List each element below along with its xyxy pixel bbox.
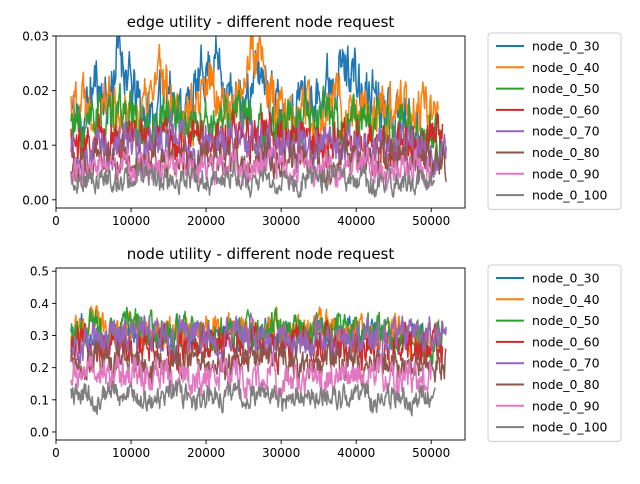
legend-item-node_0_50: node_0_50 bbox=[496, 81, 600, 96]
legend-item-node_0_100: node_0_100 bbox=[496, 420, 608, 435]
series-line-node_0_100 bbox=[70, 379, 436, 417]
legend-item-node_0_100: node_0_100 bbox=[496, 188, 608, 203]
chart-title: edge utility - different node request bbox=[127, 13, 395, 31]
chart-2: node utility - different node request 0 10… bbox=[30, 245, 622, 460]
y-tick-label: 0.4 bbox=[30, 297, 49, 311]
legend: node_0_30 node_0_40 node_0_50 node_0_60node… bbox=[487, 264, 622, 442]
legend: node_0_30 node_0_40 node_0_50 node_0_60node… bbox=[487, 32, 622, 210]
legend-item-node_0_30: node_0_30 bbox=[496, 39, 600, 54]
legend-label: node_0_80 bbox=[532, 145, 600, 160]
series-line-node_0_70 bbox=[70, 312, 447, 365]
y-tick-label: 0.2 bbox=[30, 361, 49, 375]
x-tick-label: 30000 bbox=[262, 446, 300, 460]
legend-label: node_0_40 bbox=[532, 60, 600, 75]
plot-frame bbox=[55, 267, 466, 441]
series-lines bbox=[70, 36, 447, 199]
legend-item-node_0_40: node_0_40 bbox=[496, 60, 600, 75]
x-tick-label: 20000 bbox=[187, 214, 225, 228]
x-tick-label: 20000 bbox=[187, 446, 225, 460]
legend-frame bbox=[487, 264, 622, 442]
legend-label: node_0_90 bbox=[532, 398, 600, 413]
legend-item-node_0_70: node_0_70 bbox=[496, 356, 600, 371]
series-line-node_0_100 bbox=[70, 159, 436, 199]
chart-title: node utility - different node request bbox=[127, 245, 395, 263]
legend-item-node_0_70: node_0_70 bbox=[496, 124, 600, 139]
plot-frame bbox=[55, 35, 466, 209]
y-tick-label: 0.1 bbox=[30, 393, 49, 407]
legend-label: node_0_90 bbox=[532, 166, 600, 181]
x-tick-label: 40000 bbox=[337, 446, 375, 460]
y-tick-label: 0.0 bbox=[30, 425, 49, 439]
legend-label: node_0_60 bbox=[532, 334, 600, 349]
y-tick-label: 0.5 bbox=[30, 265, 49, 279]
x-tick-label: 50000 bbox=[412, 214, 450, 228]
legend-label: node_0_30 bbox=[532, 271, 600, 286]
y-tick-label: 0.3 bbox=[30, 329, 49, 343]
y-tick-label: 0.01 bbox=[22, 139, 49, 153]
legend-item-node_0_90: node_0_90 bbox=[496, 166, 600, 181]
legend-item-node_0_40: node_0_40 bbox=[496, 292, 600, 307]
legend-frame bbox=[487, 32, 622, 210]
legend-label: node_0_100 bbox=[532, 188, 608, 203]
x-tick-label: 0 bbox=[52, 214, 60, 228]
legend-label: node_0_50 bbox=[532, 81, 600, 96]
legend-item-node_0_60: node_0_60 bbox=[496, 102, 600, 117]
x-tick-label: 0 bbox=[52, 446, 60, 460]
x-tick-label: 10000 bbox=[112, 214, 150, 228]
legend-label: node_0_80 bbox=[532, 377, 600, 392]
legend-label: node_0_70 bbox=[532, 356, 600, 371]
x-tick-label: 40000 bbox=[337, 214, 375, 228]
x-tick-label: 50000 bbox=[412, 446, 450, 460]
legend-label: node_0_50 bbox=[532, 313, 600, 328]
y-tick-label: 0.02 bbox=[22, 84, 49, 98]
legend-item-node_0_30: node_0_30 bbox=[496, 271, 600, 286]
series-lines bbox=[70, 305, 447, 417]
legend-label: node_0_70 bbox=[532, 124, 600, 139]
legend-item-node_0_60: node_0_60 bbox=[496, 334, 600, 349]
y-tick-label: 0.03 bbox=[22, 30, 49, 44]
x-tick-label: 30000 bbox=[262, 214, 300, 228]
legend-item-node_0_80: node_0_80 bbox=[496, 145, 600, 160]
legend-item-node_0_80: node_0_80 bbox=[496, 377, 600, 392]
legend-item-node_0_90: node_0_90 bbox=[496, 398, 600, 413]
legend-label: node_0_40 bbox=[532, 292, 600, 307]
legend-item-node_0_50: node_0_50 bbox=[496, 313, 600, 328]
y-tick-label: 0.00 bbox=[22, 193, 49, 207]
legend-label: node_0_30 bbox=[532, 39, 600, 54]
legend-label: node_0_100 bbox=[532, 420, 608, 435]
x-tick-label: 10000 bbox=[112, 446, 150, 460]
chart-1: edge utility - different node request 0 10… bbox=[22, 13, 622, 228]
legend-label: node_0_60 bbox=[532, 102, 600, 117]
